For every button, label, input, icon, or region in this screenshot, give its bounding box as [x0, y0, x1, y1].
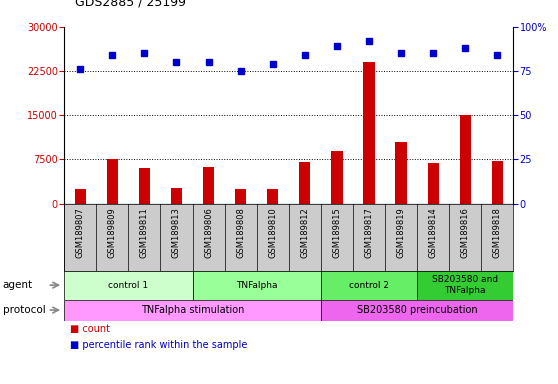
Text: GSM189807: GSM189807: [76, 207, 85, 258]
Bar: [64, 271, 193, 300]
Bar: [193, 271, 321, 300]
Bar: [321, 300, 513, 321]
Bar: [460, 115, 471, 204]
Bar: [171, 188, 182, 204]
Text: GSM189819: GSM189819: [397, 207, 406, 258]
Text: GSM189817: GSM189817: [364, 207, 373, 258]
Text: GDS2885 / 25199: GDS2885 / 25199: [75, 0, 186, 8]
Text: GSM189810: GSM189810: [268, 207, 277, 258]
Text: control 2: control 2: [349, 281, 389, 290]
Bar: [299, 162, 310, 204]
Text: GSM189813: GSM189813: [172, 207, 181, 258]
Bar: [107, 159, 118, 204]
Bar: [235, 189, 246, 204]
Text: GSM189809: GSM189809: [108, 207, 117, 258]
Bar: [75, 189, 86, 204]
Text: control 1: control 1: [108, 281, 148, 290]
Text: ■ percentile rank within the sample: ■ percentile rank within the sample: [70, 340, 247, 350]
Text: GSM189808: GSM189808: [236, 207, 245, 258]
Text: agent: agent: [3, 280, 33, 290]
Text: GSM189811: GSM189811: [140, 207, 149, 258]
Text: ■ count: ■ count: [70, 324, 110, 334]
Bar: [64, 300, 321, 321]
Bar: [203, 167, 214, 204]
Text: GSM189814: GSM189814: [429, 207, 437, 258]
Bar: [267, 189, 278, 204]
Text: GSM189815: GSM189815: [333, 207, 341, 258]
Bar: [396, 142, 407, 204]
Bar: [139, 168, 150, 204]
Text: SB203580 and
TNFalpha: SB203580 and TNFalpha: [432, 275, 498, 295]
Text: TNFalpha stimulation: TNFalpha stimulation: [141, 305, 244, 315]
Text: GSM189816: GSM189816: [461, 207, 470, 258]
Text: SB203580 preincubation: SB203580 preincubation: [357, 305, 478, 315]
Text: GSM189806: GSM189806: [204, 207, 213, 258]
Bar: [417, 271, 513, 300]
Bar: [427, 164, 439, 204]
Bar: [363, 62, 374, 204]
Text: GSM189812: GSM189812: [300, 207, 309, 258]
Text: protocol: protocol: [3, 305, 46, 315]
Bar: [331, 151, 343, 204]
Bar: [492, 161, 503, 204]
Bar: [321, 271, 417, 300]
Text: TNFalpha: TNFalpha: [236, 281, 277, 290]
Text: GSM189818: GSM189818: [493, 207, 502, 258]
